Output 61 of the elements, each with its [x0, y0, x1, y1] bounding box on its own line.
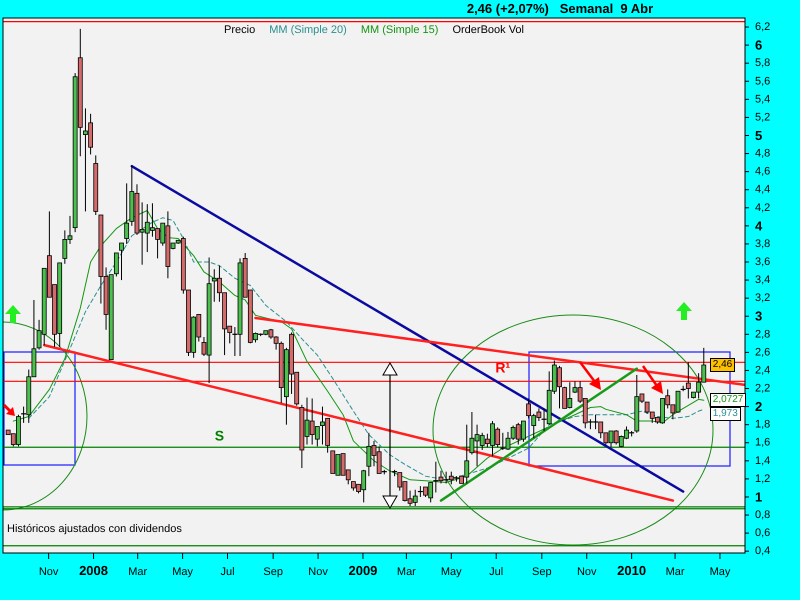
y-tick-label: 0,6: [755, 527, 770, 540]
y-tick-label: 3,8: [755, 238, 770, 250]
x-tick-label: Sep: [263, 566, 283, 578]
y-tick-label: 5: [755, 128, 762, 143]
x-tick-label: 2010: [617, 563, 646, 578]
annotation: Históricos ajustados con dividendos: [7, 523, 182, 535]
y-tick-label: 3,6: [755, 256, 770, 268]
x-tick-label: Mar: [128, 566, 148, 578]
x-tick-label: Mar: [666, 566, 685, 578]
x-tick-label: Jul: [489, 566, 504, 578]
y-tick-label: 1,6: [755, 436, 770, 449]
y-tick-label: 1,8: [755, 418, 770, 431]
y-tick-label: 6: [755, 38, 762, 53]
y-tick-label: 2,4: [755, 364, 770, 376]
y-tick-label: 5,2: [755, 111, 770, 124]
x-tick-label: 2008: [79, 563, 108, 578]
text: MM (Simple 20): [269, 24, 347, 36]
y-tick-label: 4,4: [755, 184, 770, 196]
x-tick-label: Jul: [220, 566, 235, 578]
y-tick-label: 1,4: [755, 454, 770, 467]
y-tick-label: 2,8: [755, 328, 770, 340]
x-tick-label: Nov: [308, 566, 328, 578]
y-tick-label: 1: [755, 489, 762, 504]
candlestick: [114, 252, 119, 277]
y-tick-label: 5,6: [755, 75, 770, 88]
candlestick: [686, 362, 691, 399]
chart-title: 2,46 (+2,07%) Semanal 9 Abr: [466, 1, 654, 16]
y-tick-label: 2: [755, 399, 762, 414]
annotation: 2,0727: [710, 393, 746, 408]
x-tick-label: Mar: [396, 566, 416, 578]
y-tick-label: 2,2: [755, 382, 770, 395]
text: Precio: [224, 24, 256, 36]
annotation: R¹: [495, 360, 511, 376]
annotation: S: [214, 427, 224, 444]
y-tick-label: 0,4: [755, 545, 770, 558]
x-tick-label: May: [710, 566, 731, 578]
y-tick-label: 6,2: [755, 21, 770, 34]
x-tick-label: May: [172, 566, 194, 578]
x-tick-label: Sep: [532, 566, 552, 578]
candlestick: [119, 242, 124, 281]
candlestick: [124, 182, 130, 244]
text: MM (Simple 15): [360, 24, 438, 36]
y-tick-label: 3,4: [755, 274, 770, 286]
y-tick-label: 2,6: [755, 346, 770, 358]
y-tick-label: 0,8: [755, 509, 770, 522]
x-tick-label: Nov: [576, 566, 598, 578]
y-tick-label: 1,2: [755, 472, 770, 485]
x-tick-label: Nov: [38, 566, 59, 578]
y-tick-label: 3: [755, 308, 762, 324]
annotation: 1,973: [710, 407, 741, 422]
annotation: OrderBook Vol: [452, 24, 524, 36]
y-tick-label: 4: [755, 218, 763, 234]
annotation: 2,46: [710, 358, 736, 372]
y-tick-label: 3,2: [755, 292, 770, 304]
y-tick-label: 5,8: [755, 57, 770, 70]
y-tick-label: 4,6: [755, 166, 770, 178]
y-tick-label: 5,4: [755, 93, 770, 106]
x-tick-label: May: [440, 566, 462, 578]
y-tick-label: 4,8: [755, 148, 770, 160]
x-tick-label: 2009: [348, 563, 378, 578]
y-tick-label: 4,2: [755, 202, 770, 214]
